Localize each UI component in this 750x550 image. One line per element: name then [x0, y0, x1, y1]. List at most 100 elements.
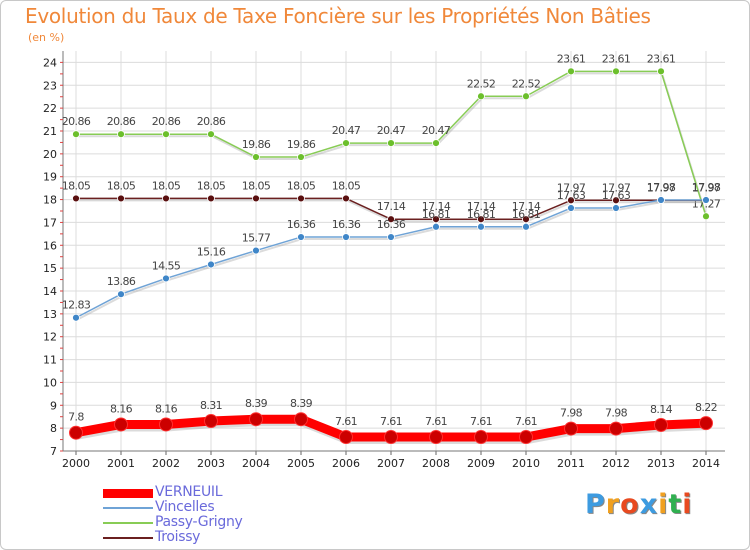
data-label: 18.05 [107, 179, 136, 192]
x-tick-label: 2007 [377, 457, 405, 470]
x-tick-label: 2012 [602, 457, 630, 470]
data-label: 17.98 [692, 181, 721, 194]
data-label: 17.97 [602, 181, 631, 194]
data-label: 18.05 [332, 179, 361, 192]
y-tick-label: 10 [43, 376, 57, 389]
data-point [567, 204, 575, 212]
data-label: 20.86 [62, 115, 91, 128]
proxiti-logo: Proxiti [585, 489, 693, 520]
data-label: 17.97 [692, 181, 721, 194]
legend-label: Troissy [155, 529, 201, 545]
x-tick-label: 2009 [467, 457, 495, 470]
x-tick-label: 2005 [287, 457, 315, 470]
data-point [342, 139, 350, 148]
data-label: 16.81 [422, 208, 451, 221]
data-label: 20.47 [422, 124, 451, 137]
data-label: 20.86 [197, 115, 226, 128]
data-label: 19.86 [242, 138, 271, 151]
x-tick-label: 2010 [512, 457, 540, 470]
data-point [567, 196, 575, 205]
legend-swatch [103, 537, 153, 539]
data-label: 15.16 [197, 245, 226, 258]
data-label: 16.36 [287, 218, 316, 231]
data-label: 8.16 [110, 402, 133, 415]
data-point [612, 196, 620, 205]
data-point [252, 246, 260, 255]
data-label: 16.36 [332, 218, 361, 231]
y-tick-label: 24 [43, 56, 57, 69]
data-point [702, 196, 710, 204]
data-point [699, 416, 713, 431]
data-label: 17.97 [647, 181, 676, 194]
data-label: 18.05 [62, 179, 91, 192]
x-tick-label: 2000 [62, 457, 90, 470]
data-point [297, 233, 305, 241]
logo-letter: o [620, 489, 640, 520]
data-point [204, 414, 218, 429]
data-label: 7.61 [380, 415, 402, 428]
data-point [477, 92, 485, 101]
data-label: 13.86 [107, 275, 136, 288]
data-point [432, 139, 440, 148]
data-label: 23.61 [647, 52, 676, 65]
data-point [657, 67, 665, 76]
data-label: 14.55 [152, 259, 181, 272]
data-point [477, 215, 485, 224]
x-tick-label: 2011 [557, 457, 585, 470]
data-point [522, 92, 530, 101]
data-point [162, 274, 170, 283]
data-point [429, 430, 443, 445]
data-label: 16.81 [467, 208, 496, 221]
data-point [159, 417, 173, 432]
data-point [294, 412, 308, 427]
data-label: 22.52 [512, 77, 541, 90]
y-tick-label: 9 [50, 399, 57, 412]
data-label: 7.61 [515, 415, 537, 428]
x-tick-label: 2006 [332, 457, 360, 470]
data-label: 15.77 [242, 232, 271, 245]
data-point [702, 212, 710, 221]
data-point [342, 233, 350, 241]
logo-letter: r [605, 489, 621, 520]
chart-title: Evolution du Taux de Taxe Foncière sur l… [25, 4, 651, 28]
y-tick-label: 19 [43, 171, 57, 184]
data-point [474, 430, 488, 445]
y-tick-label: 21 [43, 125, 57, 138]
data-point [609, 421, 623, 436]
data-point [72, 194, 80, 203]
data-point [657, 196, 665, 204]
data-label: 17.14 [377, 200, 406, 213]
data-label: 17.14 [512, 200, 541, 213]
x-tick-label: 2008 [422, 457, 450, 470]
data-point [522, 222, 530, 231]
y-tick-label: 7 [50, 445, 57, 458]
data-point [297, 194, 305, 203]
data-label: 8.14 [650, 403, 673, 416]
legend-swatch [103, 488, 153, 498]
data-label: 8.31 [200, 399, 222, 412]
x-tick-label: 2004 [242, 457, 270, 470]
data-point [117, 194, 125, 203]
plot-area [63, 51, 725, 451]
data-point [387, 215, 395, 224]
logo-letter: x [639, 489, 659, 520]
data-point [207, 130, 215, 139]
data-label: 18.05 [197, 179, 226, 192]
data-point [432, 222, 440, 231]
data-point [339, 430, 353, 445]
data-point [564, 421, 578, 436]
data-label: 18.05 [152, 179, 181, 192]
data-label: 17.63 [557, 189, 586, 202]
data-point [387, 139, 395, 148]
data-label: 20.47 [332, 124, 361, 137]
data-label: 17.98 [647, 181, 676, 194]
data-label: 7.61 [335, 415, 357, 428]
y-tick-label: 15 [43, 262, 57, 275]
data-label: 23.61 [557, 52, 586, 65]
data-label: 23.61 [602, 52, 631, 65]
data-label: 20.86 [152, 115, 181, 128]
unit-label: (en %) [28, 31, 65, 44]
x-tick-label: 2014 [692, 457, 720, 470]
